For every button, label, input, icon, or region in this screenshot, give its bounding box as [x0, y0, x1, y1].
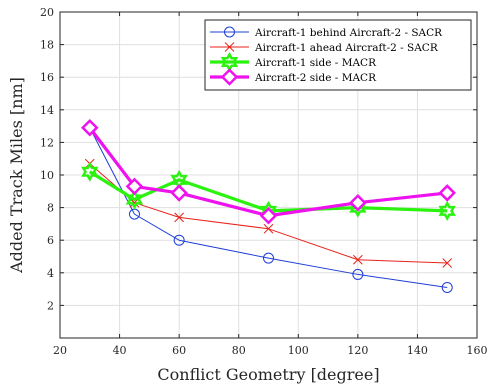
data-point-marker	[353, 254, 363, 265]
legend-item: Aircraft-1 ahead Aircraft-2 - SACR	[210, 42, 439, 54]
x-tick-label: 60	[172, 344, 186, 357]
series-line	[88, 126, 448, 218]
series-4	[81, 118, 456, 225]
data-point-marker	[81, 161, 99, 182]
data-point-marker	[438, 200, 456, 221]
y-tick-label: 20	[40, 6, 54, 19]
y-tick-label: 12	[40, 136, 54, 149]
data-point-marker	[128, 208, 140, 220]
y-tick-label: 4	[47, 267, 54, 280]
series-line	[89, 127, 448, 288]
legend-item: Aircraft-2 side - MACR	[210, 68, 377, 86]
marker-x-stroke	[174, 212, 184, 223]
legend-label: Aircraft-1 side - MACR	[254, 57, 377, 69]
series-layer	[81, 118, 456, 293]
legend-box	[204, 19, 472, 91]
y-tick-label: 16	[40, 71, 54, 84]
x-axis-ticks: 20 40 60 80 100 120 140 160	[53, 12, 488, 357]
legend-label: Aircraft-1 ahead Aircraft-2 - SACR	[254, 42, 439, 54]
data-point-marker	[349, 193, 367, 212]
y-tick-label: 2	[47, 299, 54, 312]
data-point-marker	[125, 189, 144, 210]
x-tick-label: 100	[288, 344, 309, 357]
y-axis-label: Added Track Miles [nm]	[7, 77, 26, 274]
y-tick-label: 8	[47, 202, 54, 215]
data-point-marker	[259, 206, 278, 225]
legend-label: Aircraft-2 side - MACR	[254, 72, 377, 84]
data-point-marker	[263, 223, 274, 234]
data-point-marker	[441, 281, 453, 293]
data-point-marker	[438, 184, 456, 202]
marker-x-stroke	[224, 42, 235, 52]
data-point-marker	[170, 184, 188, 202]
data-point-marker	[81, 118, 99, 137]
legend-item: Aircraft-1 side - MACR	[210, 51, 377, 73]
legend-item: Aircraft-1 behind Aircraft-2 - SACR	[210, 26, 443, 39]
marker-x-stroke	[442, 258, 453, 268]
x-tick-label: 80	[232, 344, 246, 357]
data-point-marker	[125, 177, 144, 196]
y-tick-label: 6	[47, 234, 54, 247]
x-tick-label: 160	[467, 344, 488, 357]
data-point-marker	[263, 252, 274, 264]
data-point-marker	[174, 212, 184, 223]
y-tick-label: 14	[40, 104, 54, 117]
marker-x-stroke	[263, 223, 274, 234]
x-axis-label: Conflict Geometry [degree]	[157, 365, 379, 384]
data-point-marker	[352, 268, 364, 280]
legend-label: Aircraft-1 behind Aircraft-2 - SACR	[254, 27, 443, 39]
x-tick-label: 40	[113, 344, 127, 357]
legend: Aircraft-1 behind Aircraft-2 - SACR Aircr…	[204, 19, 472, 91]
y-tick-label: 18	[40, 39, 54, 52]
marker-x-stroke	[353, 254, 363, 265]
data-point-marker	[442, 258, 453, 268]
x-tick-label: 140	[407, 344, 428, 357]
x-tick-label: 120	[347, 344, 368, 357]
legend-marker	[224, 42, 235, 52]
legend-marker	[220, 68, 239, 86]
legend-marker	[224, 26, 235, 38]
x-tick-label: 20	[53, 344, 67, 357]
y-axis-ticks: 2 4 6 8 10 12 14 16 18 20	[40, 6, 477, 312]
y-tick-label: 10	[40, 169, 54, 182]
data-point-marker	[173, 234, 185, 246]
